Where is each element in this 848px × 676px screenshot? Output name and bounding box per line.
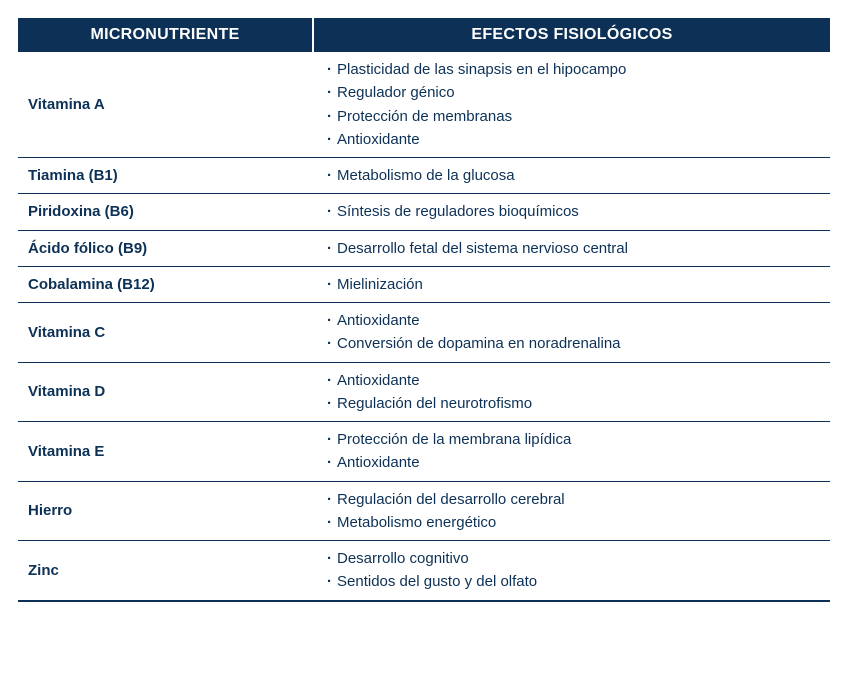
table-row: Cobalamina (B12) Mielinización bbox=[18, 266, 830, 302]
effect-item: Plasticidad de las sinapsis en el hipoca… bbox=[327, 58, 816, 81]
effect-item: Antioxidante bbox=[327, 128, 816, 151]
effects-cell: Desarrollo cognitivoSentidos del gusto y… bbox=[313, 541, 830, 601]
effects-cell: Síntesis de reguladores bioquímicos bbox=[313, 194, 830, 230]
table-row: Piridoxina (B6) Síntesis de reguladores b… bbox=[18, 194, 830, 230]
micronutrient-name: Zinc bbox=[18, 541, 313, 601]
table-row: Vitamina D AntioxidanteRegulación del neu… bbox=[18, 362, 830, 422]
effect-item: Sentidos del gusto y del olfato bbox=[327, 570, 816, 593]
effects-cell: Mielinización bbox=[313, 266, 830, 302]
table-body: Vitamina A Plasticidad de las sinapsis en… bbox=[18, 52, 830, 601]
effect-item: Conversión de dopamina en noradrenalina bbox=[327, 332, 816, 355]
col-header-micronutriente: MICRONUTRIENTE bbox=[18, 18, 313, 52]
effect-item: Regulador génico bbox=[327, 81, 816, 104]
micronutrient-name: Hierro bbox=[18, 481, 313, 541]
effect-item: Síntesis de reguladores bioquímicos bbox=[327, 200, 816, 223]
effect-item: Mielinización bbox=[327, 273, 816, 296]
table-row: Hierro Regulación del desarrollo cerebral… bbox=[18, 481, 830, 541]
effect-item: Desarrollo cognitivo bbox=[327, 547, 816, 570]
table-row: Ácido fólico (B9) Desarrollo fetal del si… bbox=[18, 230, 830, 266]
micronutrient-name: Vitamina D bbox=[18, 362, 313, 422]
effects-list: Desarrollo cognitivoSentidos del gusto y… bbox=[327, 547, 816, 594]
micronutrient-name: Vitamina C bbox=[18, 303, 313, 363]
table-row: Vitamina E Protección de la membrana lipí… bbox=[18, 422, 830, 482]
table-row: Vitamina A Plasticidad de las sinapsis en… bbox=[18, 52, 830, 158]
micronutrient-name: Tiamina (B1) bbox=[18, 158, 313, 194]
effect-item: Desarrollo fetal del sistema nervioso ce… bbox=[327, 237, 816, 260]
effects-cell: Metabolismo de la glucosa bbox=[313, 158, 830, 194]
effect-item: Antioxidante bbox=[327, 309, 816, 332]
micronutrient-name: Vitamina E bbox=[18, 422, 313, 482]
effect-item: Regulación del desarrollo cerebral bbox=[327, 488, 816, 511]
effects-cell: Plasticidad de las sinapsis en el hipoca… bbox=[313, 52, 830, 158]
effects-list: Desarrollo fetal del sistema nervioso ce… bbox=[327, 237, 816, 260]
micronutrient-name: Piridoxina (B6) bbox=[18, 194, 313, 230]
effect-item: Metabolismo energético bbox=[327, 511, 816, 534]
effects-list: Síntesis de reguladores bioquímicos bbox=[327, 200, 816, 223]
effects-cell: Regulación del desarrollo cerebralMetabo… bbox=[313, 481, 830, 541]
effects-list: Plasticidad de las sinapsis en el hipoca… bbox=[327, 58, 816, 151]
effects-cell: Protección de la membrana lipídicaAntiox… bbox=[313, 422, 830, 482]
effects-cell: Desarrollo fetal del sistema nervioso ce… bbox=[313, 230, 830, 266]
micronutrient-table: MICRONUTRIENTE EFECTOS FISIOLÓGICOS Vita… bbox=[18, 18, 830, 602]
effects-cell: AntioxidanteConversión de dopamina en no… bbox=[313, 303, 830, 363]
effect-item: Protección de membranas bbox=[327, 105, 816, 128]
micronutrient-name: Vitamina A bbox=[18, 52, 313, 158]
effects-cell: AntioxidanteRegulación del neurotrofismo bbox=[313, 362, 830, 422]
micronutrient-name: Cobalamina (B12) bbox=[18, 266, 313, 302]
effects-list: Regulación del desarrollo cerebralMetabo… bbox=[327, 488, 816, 535]
effects-list: Protección de la membrana lipídicaAntiox… bbox=[327, 428, 816, 475]
table-row: Tiamina (B1) Metabolismo de la glucosa bbox=[18, 158, 830, 194]
col-header-efectos: EFECTOS FISIOLÓGICOS bbox=[313, 18, 830, 52]
effects-list: AntioxidanteConversión de dopamina en no… bbox=[327, 309, 816, 356]
effects-list: Mielinización bbox=[327, 273, 816, 296]
effect-item: Antioxidante bbox=[327, 369, 816, 392]
effect-item: Regulación del neurotrofismo bbox=[327, 392, 816, 415]
table-row: Zinc Desarrollo cognitivoSentidos del gus… bbox=[18, 541, 830, 601]
effect-item: Metabolismo de la glucosa bbox=[327, 164, 816, 187]
effect-item: Protección de la membrana lipídica bbox=[327, 428, 816, 451]
effects-list: Metabolismo de la glucosa bbox=[327, 164, 816, 187]
table-row: Vitamina C AntioxidanteConversión de dopa… bbox=[18, 303, 830, 363]
micronutrient-name: Ácido fólico (B9) bbox=[18, 230, 313, 266]
effect-item: Antioxidante bbox=[327, 451, 816, 474]
table-header-row: MICRONUTRIENTE EFECTOS FISIOLÓGICOS bbox=[18, 18, 830, 52]
effects-list: AntioxidanteRegulación del neurotrofismo bbox=[327, 369, 816, 416]
